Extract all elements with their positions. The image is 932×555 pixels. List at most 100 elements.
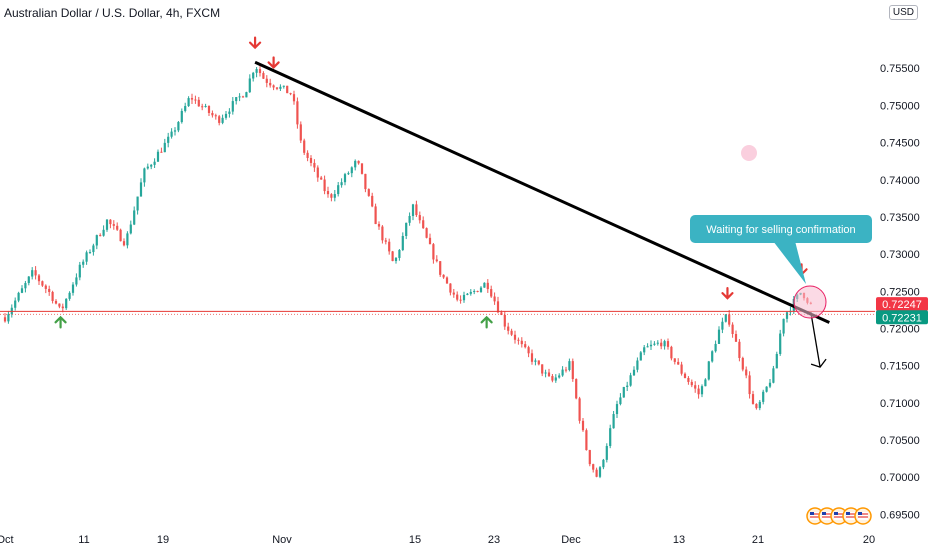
candle (211, 110, 214, 118)
y-tick-label: 0.75000 (880, 100, 920, 112)
candle (252, 71, 255, 82)
candle (547, 368, 551, 377)
candle (7, 310, 10, 324)
candle (235, 96, 238, 105)
candle (670, 345, 673, 361)
candle (75, 273, 78, 287)
candle (656, 340, 659, 346)
candle (146, 163, 149, 170)
candle (34, 266, 37, 280)
candle (575, 378, 578, 400)
us-flag-icon[interactable] (842, 507, 860, 525)
candle (775, 351, 778, 369)
candle (714, 340, 717, 353)
candle (469, 289, 472, 296)
candle (415, 200, 418, 217)
candle (629, 372, 632, 387)
candle (602, 458, 605, 470)
candle (136, 196, 139, 215)
y-tick-label: 0.73500 (880, 212, 920, 224)
candle (377, 221, 381, 230)
candle (439, 261, 442, 277)
candle (581, 417, 585, 432)
resistance-trendline[interactable] (254, 60, 830, 324)
y-tick-label: 0.70000 (880, 472, 920, 484)
candle (44, 284, 47, 294)
candle (411, 203, 415, 221)
candle (323, 175, 326, 195)
candle (275, 87, 279, 91)
candle (102, 225, 105, 237)
candle (755, 403, 758, 410)
sell-arrow-icon (721, 287, 734, 300)
candle (717, 326, 721, 345)
candle (490, 285, 493, 298)
candle (697, 384, 700, 399)
candle (360, 163, 364, 175)
candle (92, 243, 95, 256)
candle (51, 290, 54, 304)
us-flag-icon[interactable] (854, 507, 872, 525)
us-flag-icon[interactable] (806, 507, 824, 525)
candle (704, 378, 707, 387)
candle (619, 393, 622, 406)
callout-box[interactable] (690, 215, 872, 243)
candle (68, 291, 71, 301)
candle (748, 371, 751, 399)
candle (785, 311, 789, 323)
candle (728, 310, 731, 327)
candle (513, 330, 517, 344)
candle (320, 175, 323, 180)
y-tick-label: 0.74500 (880, 138, 920, 150)
candle (95, 234, 98, 250)
x-tick-label: Nov (272, 534, 292, 546)
candle (306, 150, 309, 162)
candle (48, 285, 51, 296)
candle (479, 286, 483, 293)
candle (122, 238, 126, 247)
candle (201, 103, 204, 111)
candle (772, 365, 775, 384)
candle (517, 337, 520, 345)
candle (435, 255, 438, 263)
candle (313, 159, 316, 172)
callout-layer: Waiting for selling confirmation (690, 145, 872, 319)
candle (595, 467, 598, 478)
candle (700, 384, 704, 398)
candle (425, 227, 428, 239)
candle (3, 313, 7, 323)
candle (544, 369, 547, 378)
candle (364, 173, 367, 193)
candle (231, 97, 234, 115)
confirmation-zone-circle[interactable] (793, 285, 827, 319)
x-tick-label: 19 (157, 534, 169, 546)
candle (41, 280, 44, 287)
candle (381, 225, 384, 244)
event-flags (806, 507, 872, 525)
candle (190, 93, 194, 104)
candle (150, 163, 153, 170)
y-tick-label: 0.70500 (880, 435, 920, 447)
x-tick-label: 15 (409, 534, 421, 546)
candle (143, 167, 146, 187)
candle (653, 341, 656, 346)
candle (112, 220, 115, 230)
candle (422, 216, 425, 229)
candle (401, 232, 404, 252)
y-tick-label: 0.72000 (880, 323, 920, 335)
sell-arrow-icon (248, 36, 262, 50)
buy-arrow-icon (54, 315, 67, 329)
candle (282, 85, 285, 89)
currency-badge[interactable]: USD (888, 5, 918, 20)
candle (673, 358, 676, 365)
candle (167, 132, 170, 148)
x-tick-label: 11 (78, 534, 89, 546)
candle (626, 381, 629, 392)
candle (762, 389, 765, 405)
projection-arrow[interactable] (810, 311, 827, 368)
candle (340, 178, 343, 188)
candle (660, 338, 663, 350)
candle (663, 339, 666, 350)
candle (687, 376, 690, 385)
